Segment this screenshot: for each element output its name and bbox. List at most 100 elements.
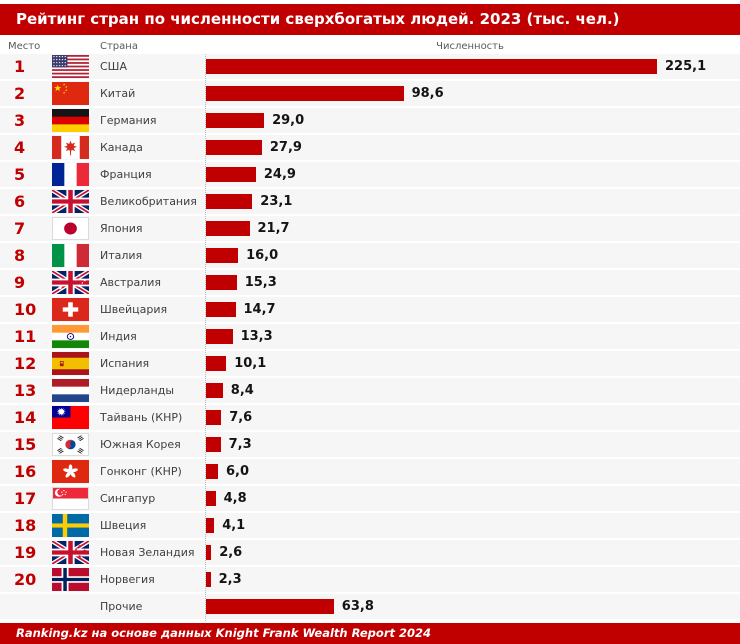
country-label: Великобритания xyxy=(100,195,197,208)
value-bar xyxy=(206,248,239,263)
value-bar xyxy=(206,545,212,560)
rank-label: 18 xyxy=(14,516,37,535)
flag-it-icon xyxy=(52,244,89,267)
bar-cell: 23,1 xyxy=(206,189,740,214)
flag-de-icon xyxy=(52,109,89,132)
value-bar xyxy=(206,140,262,155)
table-row: 12 Испания 10,1 xyxy=(0,351,740,376)
flag-tw-icon xyxy=(52,406,89,429)
country-label: Нидерланды xyxy=(100,384,175,397)
chart-title-banner: Рейтинг стран по численности сверхбогаты… xyxy=(0,4,740,35)
table-row: 13 Нидерланды 8,4 xyxy=(0,378,740,403)
value-bar xyxy=(206,302,236,317)
flag-in-icon xyxy=(52,325,89,348)
value-label: 14,7 xyxy=(243,302,276,317)
table-row: 2 Китай 98,6 xyxy=(0,81,740,106)
value-bar xyxy=(206,86,404,101)
bar-cell: 27,9 xyxy=(206,135,740,160)
rank-label: 6 xyxy=(14,192,26,211)
table-row: 10 Швейцария 14,7 xyxy=(0,297,740,322)
value-bar xyxy=(206,167,256,182)
bar-cell: 63,8 xyxy=(206,594,740,619)
value-label: 24,9 xyxy=(263,167,296,182)
country-label: Австралия xyxy=(100,276,161,289)
value-bar xyxy=(206,329,233,344)
value-bar xyxy=(206,491,216,506)
bar-cell: 10,1 xyxy=(206,351,740,376)
rank-label: 10 xyxy=(14,300,37,319)
value-bar xyxy=(206,518,215,533)
flag-jp-icon xyxy=(52,217,89,240)
flag-placeholder xyxy=(52,595,89,618)
value-label: 7,3 xyxy=(228,437,252,452)
source-banner: Ranking.kz на основе данных Knight Frank… xyxy=(0,623,740,644)
column-header-value: Численность xyxy=(436,41,504,52)
table-row: 16 Гонконг (КНР) 6,0 xyxy=(0,459,740,484)
country-label: Канада xyxy=(100,141,143,154)
table-row: 1 США 225,1 xyxy=(0,54,740,79)
value-bar xyxy=(206,59,657,74)
country-label: Гонконг (КНР) xyxy=(100,465,182,478)
table-row: 8 Италия 16,0 xyxy=(0,243,740,268)
value-label: 4,1 xyxy=(222,518,246,533)
rank-label: 14 xyxy=(14,408,37,427)
flag-gb-icon xyxy=(52,190,89,213)
bar-cell: 98,6 xyxy=(206,81,740,106)
value-label: 63,8 xyxy=(341,599,374,614)
rank-label: 11 xyxy=(14,327,37,346)
value-bar xyxy=(206,194,253,209)
country-label: Германия xyxy=(100,114,157,127)
table-row: Прочие 63,8 xyxy=(0,594,740,619)
bar-cell: 8,4 xyxy=(206,378,740,403)
rank-label: 17 xyxy=(14,489,37,508)
flag-fr-icon xyxy=(52,163,89,186)
table-row: 7 Япония 21,7 xyxy=(0,216,740,241)
value-label: 98,6 xyxy=(411,86,444,101)
value-bar xyxy=(206,221,250,236)
flag-ca-icon xyxy=(52,136,89,159)
rank-label: 9 xyxy=(14,273,26,292)
country-label: Швейцария xyxy=(100,303,168,316)
value-label: 13,3 xyxy=(240,329,273,344)
rank-label: 1 xyxy=(14,57,26,76)
table-row: 14 Тайвань (КНР) 7,6 xyxy=(0,405,740,430)
value-label: 8,4 xyxy=(230,383,254,398)
table-row: 15 Южная Корея 7,3 xyxy=(0,432,740,457)
value-bar xyxy=(206,599,334,614)
rank-label: 2 xyxy=(14,84,26,103)
value-bar xyxy=(206,275,237,290)
value-bar xyxy=(206,437,221,452)
rank-label: 13 xyxy=(14,381,37,400)
country-label: Южная Корея xyxy=(100,438,181,451)
value-label: 10,1 xyxy=(234,356,267,371)
flag-ch-icon xyxy=(52,298,89,321)
table-row: 17 Сингапур 4,8 xyxy=(0,486,740,511)
bar-cell: 13,3 xyxy=(206,324,740,349)
table-row: 19 Новая Зеландия 2,6 xyxy=(0,540,740,565)
value-label: 15,3 xyxy=(244,275,277,290)
value-label: 225,1 xyxy=(665,59,707,74)
flag-hk-icon xyxy=(52,460,89,483)
country-label: Сингапур xyxy=(100,492,156,505)
column-header-country: Страна xyxy=(100,41,138,52)
value-bar xyxy=(206,464,218,479)
value-bar xyxy=(206,383,223,398)
flag-no-icon xyxy=(52,568,89,591)
value-label: 2,3 xyxy=(218,572,242,587)
source-text: Ranking.kz на основе данных Knight Frank… xyxy=(16,626,431,640)
bar-cell: 7,6 xyxy=(206,405,740,430)
bar-cell: 2,6 xyxy=(206,540,740,565)
country-label: Новая Зеландия xyxy=(100,546,195,559)
country-label: Франция xyxy=(100,168,152,181)
bar-cell: 6,0 xyxy=(206,459,740,484)
country-label: Индия xyxy=(100,330,137,343)
table-row: 5 Франция 24,9 xyxy=(0,162,740,187)
value-bar xyxy=(206,356,227,371)
value-label: 21,7 xyxy=(257,221,290,236)
value-label: 4,8 xyxy=(223,491,247,506)
bar-cell: 24,9 xyxy=(206,162,740,187)
flag-es-icon xyxy=(52,352,89,375)
rank-label: 19 xyxy=(14,543,37,562)
column-header-rank: Место xyxy=(8,41,41,52)
